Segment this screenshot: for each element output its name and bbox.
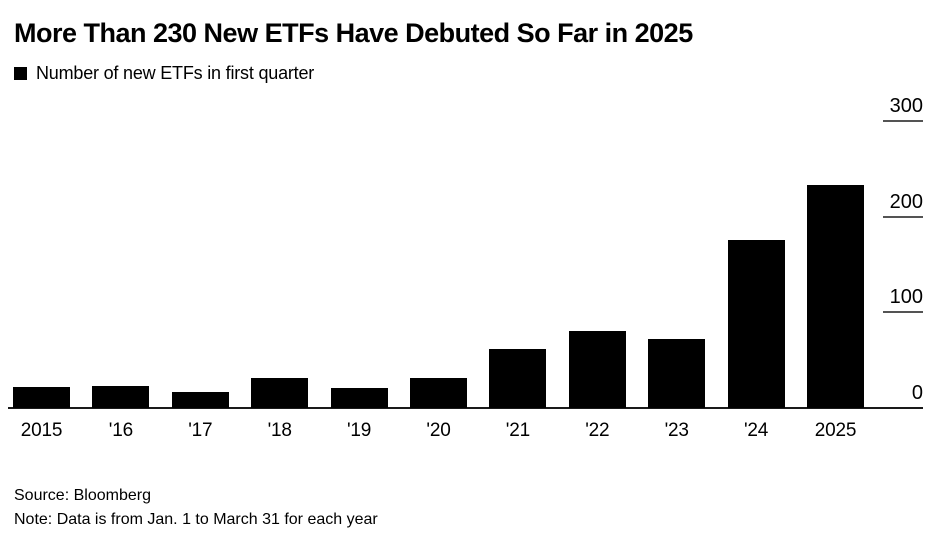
bar-23 xyxy=(648,339,706,408)
y-tick-label-300: 300 xyxy=(889,95,923,117)
bar-17 xyxy=(171,391,229,408)
bar-24 xyxy=(727,239,785,408)
bar-2025 xyxy=(807,185,864,408)
bar-2015 xyxy=(13,386,70,408)
x-tick-label-21: '21 xyxy=(505,420,530,441)
x-tick-label-24: '24 xyxy=(744,420,769,441)
y-tick-label-0: 0 xyxy=(911,382,923,404)
y-tick-100 xyxy=(883,311,923,314)
x-tick-label-19: '19 xyxy=(347,420,372,441)
x-axis-line xyxy=(8,407,923,409)
legend-label: Number of new ETFs in first quarter xyxy=(36,63,315,83)
y-tick-200 xyxy=(883,215,923,218)
x-tick-label-18: '18 xyxy=(267,420,292,441)
bar-21 xyxy=(489,348,547,408)
bar-22 xyxy=(568,330,626,408)
x-tick-label-17: '17 xyxy=(188,420,213,441)
footer: Source: Bloomberg Note: Data is from Jan… xyxy=(14,484,378,532)
bar-18 xyxy=(251,378,309,408)
x-tick-label-16: '16 xyxy=(108,420,133,441)
x-tick-label-2025: 2025 xyxy=(814,420,857,441)
y-tick-label-100: 100 xyxy=(889,286,923,309)
y-tick-300 xyxy=(883,120,923,122)
bar-16 xyxy=(92,386,150,408)
bar-19 xyxy=(330,387,388,408)
y-tick-label-200: 200 xyxy=(889,190,923,213)
x-tick-label-20: '20 xyxy=(426,420,451,441)
chart-title: More Than 230 New ETFs Have Debuted So F… xyxy=(14,18,693,48)
legend-swatch-icon xyxy=(14,67,27,80)
legend: Number of new ETFs in first quarter xyxy=(14,63,314,84)
bar-20 xyxy=(410,378,467,408)
plot-area: 0 100 200 300 xyxy=(0,95,951,409)
source-text: Source: Bloomberg xyxy=(14,487,151,504)
x-tick-label-23: '23 xyxy=(664,420,689,441)
x-tick-label-2015: 2015 xyxy=(20,420,63,441)
note-text: Note: Data is from Jan. 1 to March 31 fo… xyxy=(14,511,378,528)
x-tick-label-22: '22 xyxy=(585,420,610,441)
